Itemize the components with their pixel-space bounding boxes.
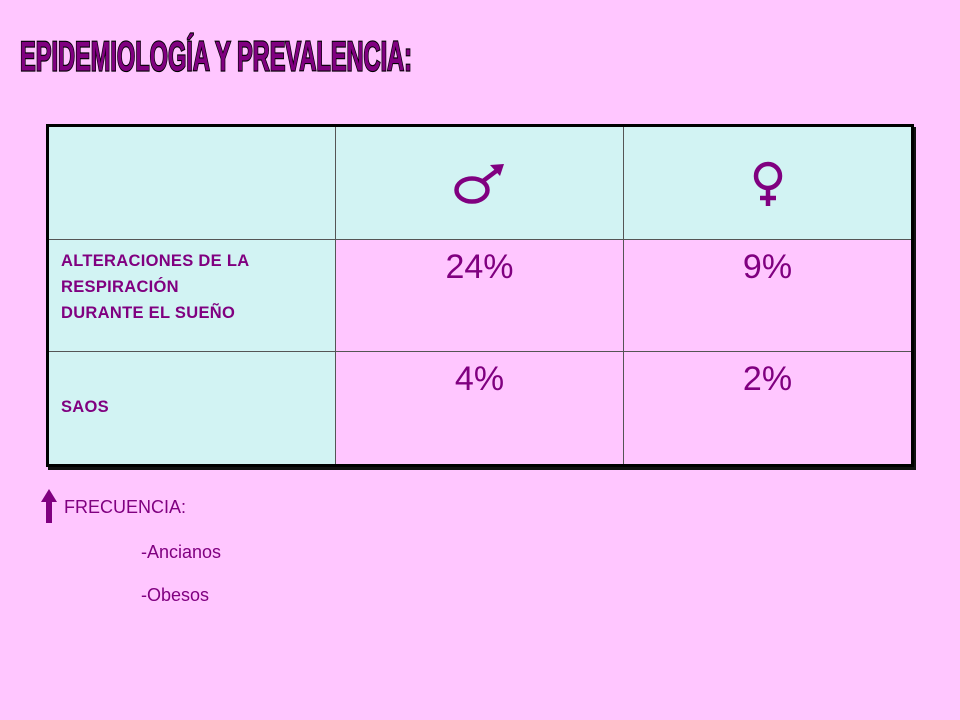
male-value: 24% xyxy=(445,248,514,286)
frequency-label: FRECUENCIA: xyxy=(64,497,187,517)
table-cell-male: 4% xyxy=(336,352,624,464)
title-text-graphic: EPIDEMIOLOGÍA Y PREVALENCIA: xyxy=(19,31,413,80)
row-label-sleep-breathing: ALTERACIONES DE LA RESPIRACIÓN DURANTE E… xyxy=(61,248,249,326)
table-row-label: SAOS xyxy=(49,352,336,464)
title-text: EPIDEMIOLOGÍA Y PREVALENCIA: xyxy=(20,33,412,80)
table-header-male xyxy=(336,127,624,240)
prevalence-table: ALTERACIONES DE LA RESPIRACIÓN DURANTE E… xyxy=(46,124,914,467)
row-label-saos: SAOS xyxy=(61,394,109,420)
table-row-label: ALTERACIONES DE LA RESPIRACIÓN DURANTE E… xyxy=(49,240,336,352)
row-label-line: SAOS xyxy=(61,398,109,416)
male-value: 4% xyxy=(454,360,505,398)
up-arrow-icon xyxy=(41,489,57,523)
female-value: 9% xyxy=(742,248,793,286)
table-cell-female: 2% xyxy=(624,352,911,464)
table-header-female xyxy=(624,127,911,240)
table-header-empty xyxy=(49,127,336,240)
row-label-line: ALTERACIONES DE LA xyxy=(61,252,250,270)
table-cell-male: 24% xyxy=(336,240,624,352)
frequency-item: -Obesos xyxy=(141,585,210,605)
table-cell-female: 9% xyxy=(624,240,911,352)
frequency-item: -Ancianos xyxy=(141,542,222,562)
page-title: EPIDEMIOLOGÍA Y PREVALENCIA: xyxy=(18,18,488,88)
male-symbol-icon xyxy=(453,164,504,204)
row-label-line: RESPIRACIÓN xyxy=(61,278,179,296)
female-value: 2% xyxy=(742,360,793,398)
row-label-line: DURANTE EL SUEÑO xyxy=(61,304,236,322)
female-symbol-icon xyxy=(753,161,782,206)
